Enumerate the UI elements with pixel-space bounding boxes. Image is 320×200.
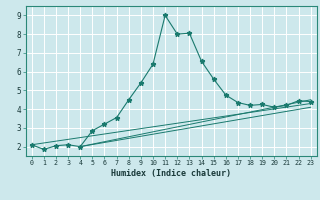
X-axis label: Humidex (Indice chaleur): Humidex (Indice chaleur) (111, 169, 231, 178)
